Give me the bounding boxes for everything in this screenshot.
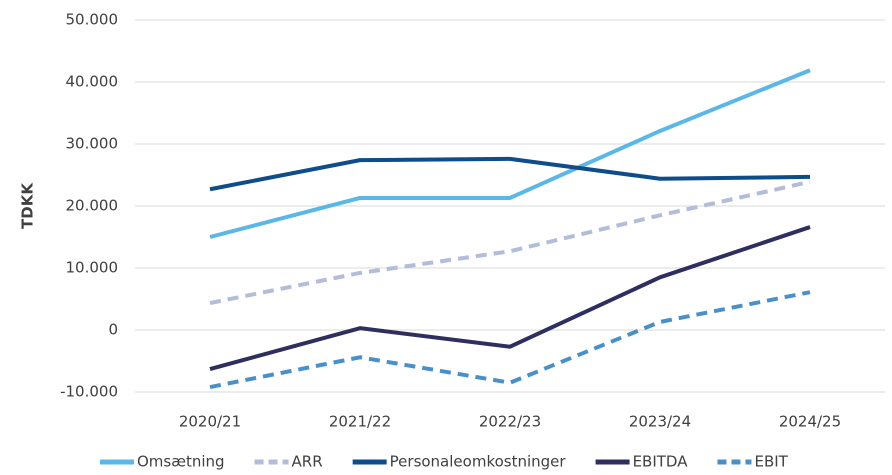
legend-label: ARR xyxy=(292,453,323,471)
series-line xyxy=(209,290,811,390)
legend-label: Omsætning xyxy=(137,453,225,471)
legend-label: EBITDA xyxy=(633,453,689,471)
y-tick-label: 0 xyxy=(108,321,118,339)
y-axis-label: TDKK xyxy=(19,182,37,229)
y-tick-label: 40.000 xyxy=(66,73,119,91)
x-tick-label: 2024/25 xyxy=(779,413,841,431)
y-tick-label: 50.000 xyxy=(66,11,119,29)
x-tick-label: 2021/22 xyxy=(329,413,391,431)
series-line xyxy=(209,179,811,305)
x-tick-label: 2023/24 xyxy=(629,413,691,431)
legend-label: Personaleomkostninger xyxy=(390,453,567,471)
legend-label: EBIT xyxy=(754,453,788,471)
series-line xyxy=(209,225,811,371)
y-tick-label: 20.000 xyxy=(66,197,119,215)
x-tick-label: 2022/23 xyxy=(479,413,541,431)
y-tick-label: 30.000 xyxy=(66,135,119,153)
x-tick-label: 2020/21 xyxy=(179,413,241,431)
series-line xyxy=(209,156,811,192)
y-tick-label: 10.000 xyxy=(66,259,119,277)
y-tick-label: -10.000 xyxy=(60,383,118,401)
series-line xyxy=(209,68,811,239)
